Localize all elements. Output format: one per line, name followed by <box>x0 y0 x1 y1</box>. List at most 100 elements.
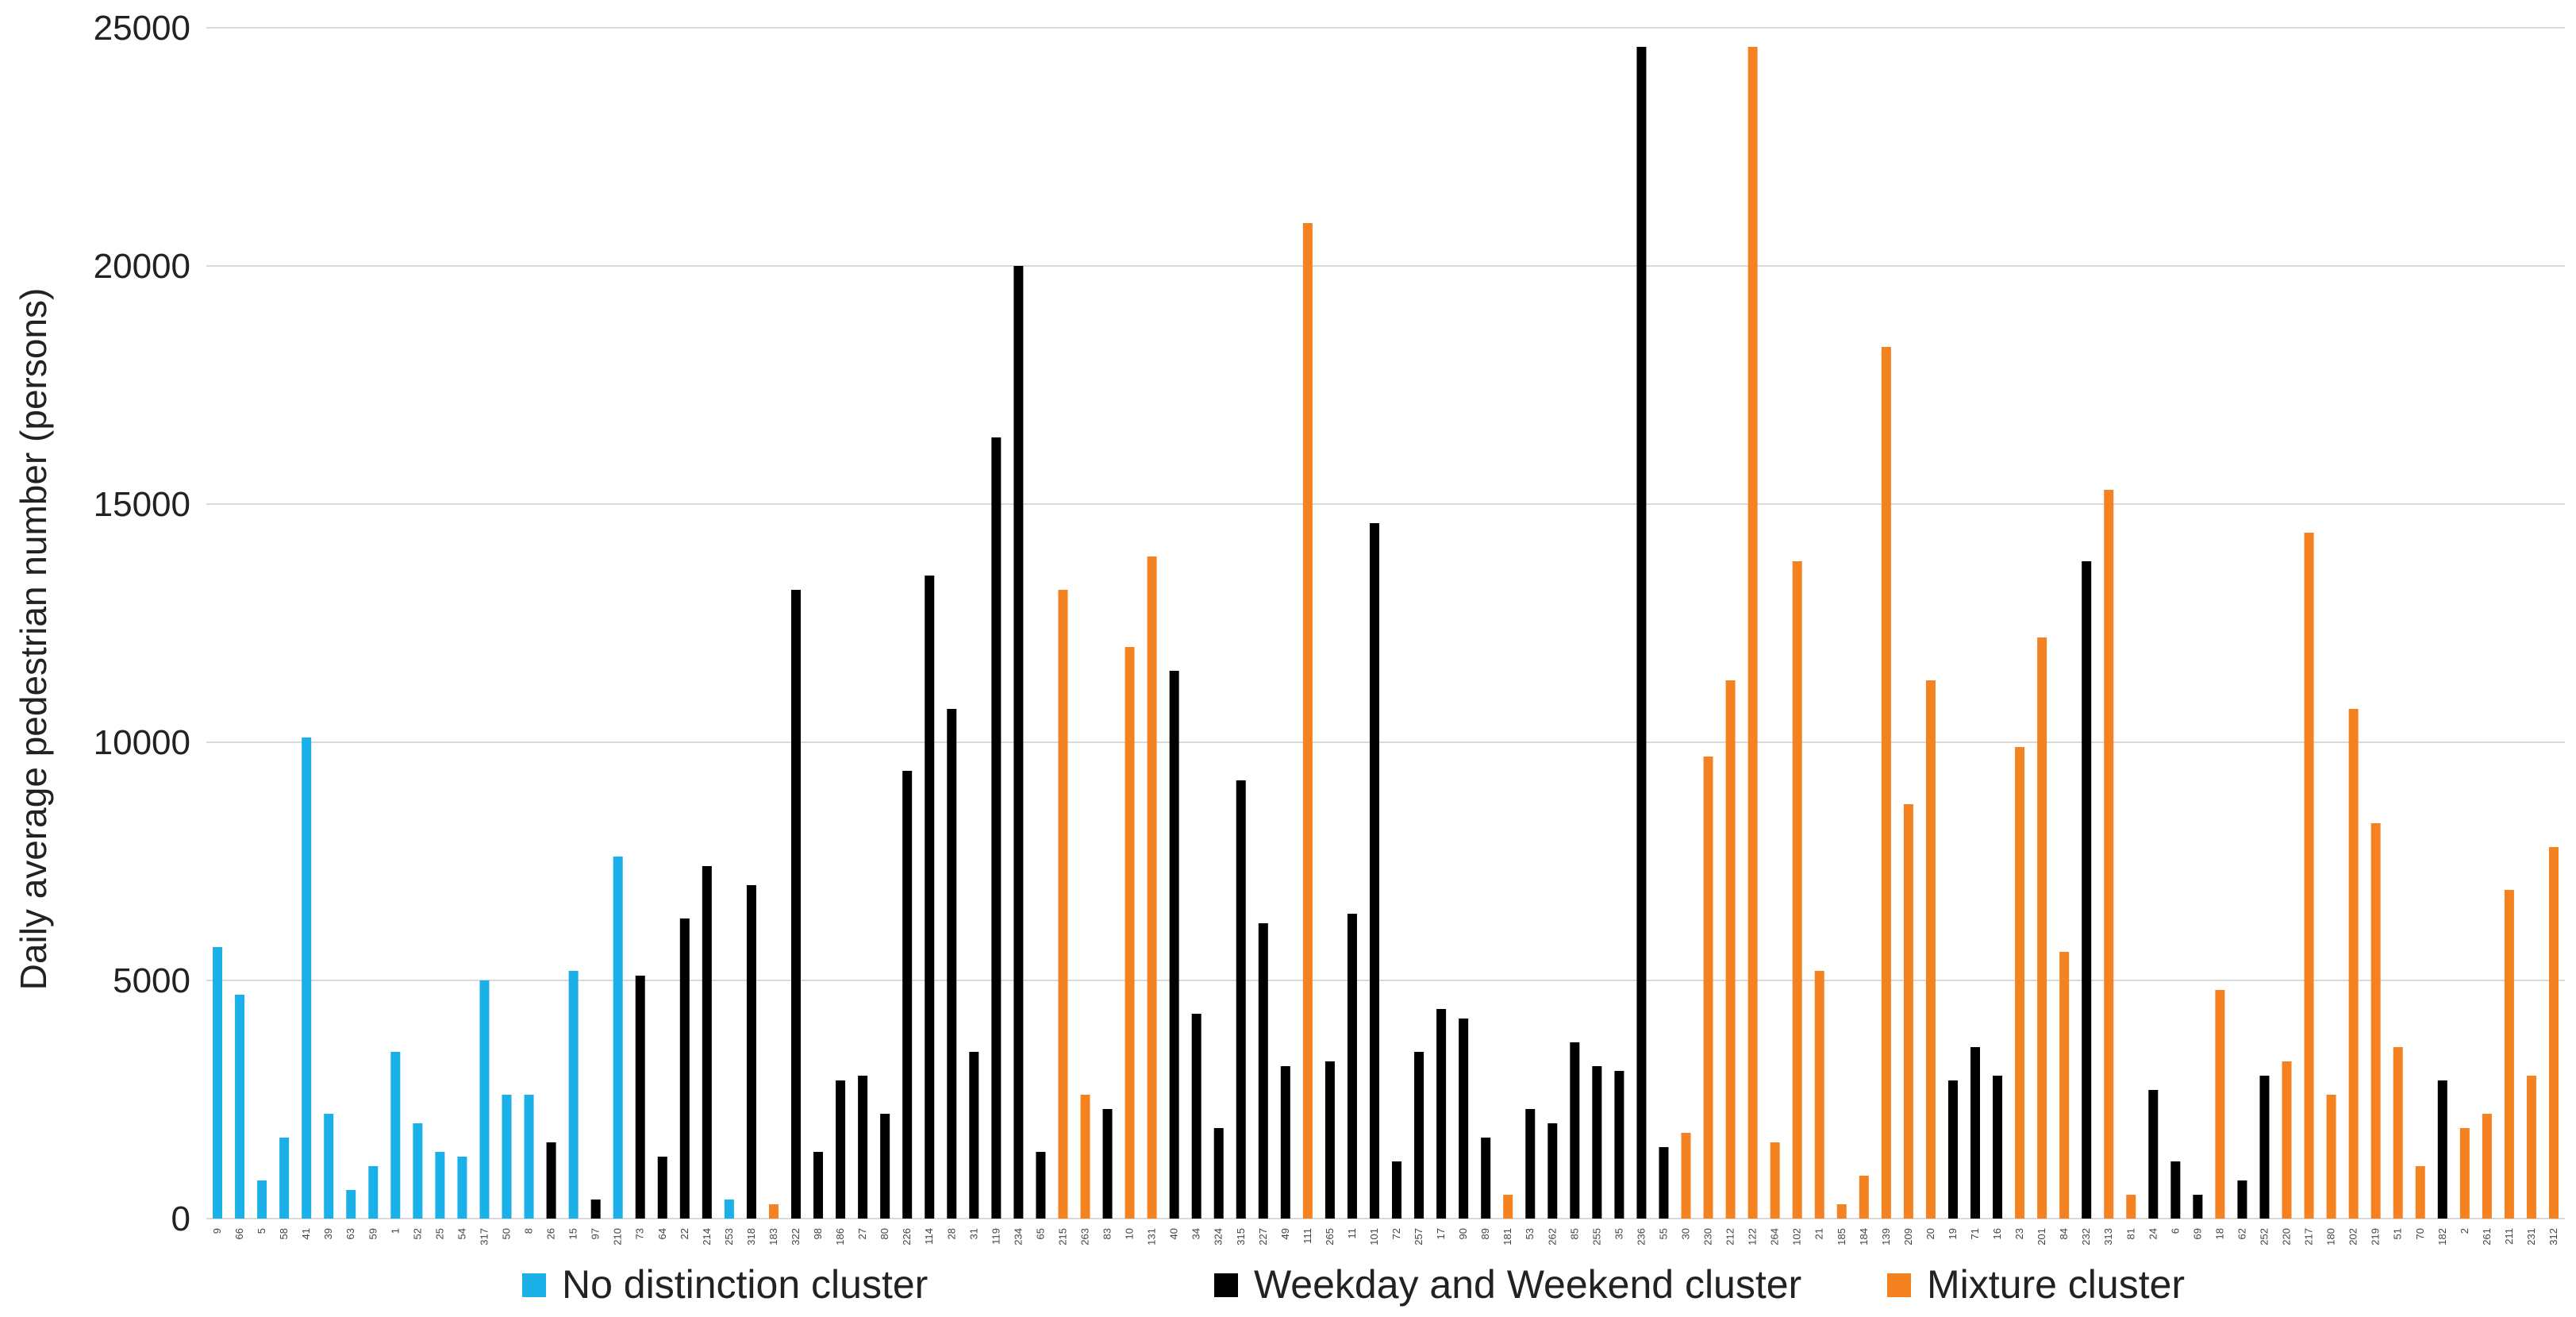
x-tick-label: 62 <box>2236 1228 2247 1239</box>
x-tick-label: 23 <box>2013 1228 2025 1239</box>
bar <box>1903 804 1913 1219</box>
bar <box>2082 561 2092 1219</box>
y-tick-label: 5000 <box>113 961 190 1000</box>
bar <box>2259 1076 2270 1219</box>
x-tick-label: 312 <box>2547 1228 2559 1246</box>
bar <box>435 1152 445 1219</box>
x-tick-label: 209 <box>1902 1228 1914 1246</box>
bar <box>2215 990 2225 1219</box>
bar <box>1236 780 1246 1219</box>
x-tick-label: 264 <box>1769 1228 1781 1246</box>
bar <box>702 866 712 1219</box>
bar <box>502 1095 512 1219</box>
x-tick-label: 19 <box>1947 1228 1959 1239</box>
bar <box>991 437 1002 1219</box>
x-tick-label: 226 <box>901 1228 913 1246</box>
x-tick-label: 131 <box>1146 1228 1158 1246</box>
x-tick-label: 183 <box>767 1228 779 1246</box>
bar <box>724 1200 734 1219</box>
x-tick-label: 231 <box>2525 1228 2537 1246</box>
bar <box>1347 914 1357 1219</box>
y-tick-label: 15000 <box>94 485 190 524</box>
bar <box>746 885 756 1219</box>
x-tick-label: 90 <box>1457 1228 1469 1239</box>
x-tick-label: 201 <box>2036 1228 2047 1246</box>
y-tick-label: 0 <box>171 1200 190 1238</box>
x-tick-label: 71 <box>1969 1228 1981 1239</box>
bar <box>213 947 223 1219</box>
bar <box>2282 1061 2292 1219</box>
bar <box>1836 1204 1847 1219</box>
bar <box>1325 1061 1335 1219</box>
x-tick-label: 16 <box>1991 1228 2003 1239</box>
bar <box>1592 1066 1602 1219</box>
x-tick-label: 257 <box>1413 1228 1424 1246</box>
x-tick-label: 219 <box>2370 1228 2382 1246</box>
x-tick-label: 139 <box>1880 1228 1892 1246</box>
bar <box>2170 1161 2181 1219</box>
x-tick-label: 52 <box>411 1228 423 1239</box>
x-tick-label: 49 <box>1279 1228 1291 1239</box>
x-tick-label: 122 <box>1747 1228 1759 1246</box>
bar <box>1036 1152 1046 1219</box>
bar <box>613 857 623 1219</box>
x-tick-label: 21 <box>1813 1228 1825 1239</box>
bar <box>2148 1090 2159 1219</box>
x-tick-label: 227 <box>1257 1228 1269 1246</box>
bar <box>1614 1071 1624 1219</box>
x-tick-label: 73 <box>634 1228 646 1239</box>
x-tick-label: 65 <box>1034 1228 1046 1239</box>
x-tick-label: 6 <box>2169 1228 2181 1234</box>
bar <box>1013 266 1024 1219</box>
x-tick-label: 212 <box>1724 1228 1736 1246</box>
x-tick-label: 63 <box>344 1228 356 1239</box>
x-tick-label: 55 <box>1657 1228 1669 1239</box>
x-tick-label: 15 <box>567 1228 579 1239</box>
x-tick-label: 51 <box>2392 1228 2404 1239</box>
bar <box>546 1142 556 1219</box>
x-tick-label: 11 <box>1346 1228 1358 1239</box>
bar <box>2037 637 2047 1219</box>
bar <box>1302 223 1313 1219</box>
x-tick-label: 184 <box>1858 1228 1870 1246</box>
x-tick-label: 186 <box>834 1228 846 1246</box>
x-tick-label: 182 <box>2436 1228 2448 1246</box>
bar <box>1881 347 1891 1219</box>
y-tick-label: 10000 <box>94 723 190 762</box>
y-axis-label: Daily average pedestrian number (persons… <box>13 288 54 991</box>
bar <box>1058 590 1068 1219</box>
x-tick-label: 322 <box>790 1228 802 1246</box>
bar <box>1703 757 1713 1219</box>
x-tick-label: 253 <box>723 1228 735 1246</box>
bar <box>768 1204 779 1219</box>
x-tick-label: 252 <box>2258 1228 2270 1246</box>
bar <box>302 737 312 1219</box>
x-tick-label: 22 <box>679 1228 690 1239</box>
x-tick-label: 53 <box>1524 1228 1536 1239</box>
x-tick-label: 34 <box>1190 1228 1202 1239</box>
bar <box>2126 1195 2136 1219</box>
bar <box>324 1114 334 1219</box>
bar <box>902 771 913 1219</box>
bar <box>2437 1080 2447 1219</box>
x-tick-label: 54 <box>456 1228 467 1239</box>
x-tick-label: 234 <box>1012 1228 1024 1246</box>
x-tick-label: 85 <box>1568 1228 1580 1239</box>
bar <box>925 576 935 1219</box>
bar <box>1392 1161 1402 1219</box>
bar <box>1125 647 1135 1219</box>
bar <box>1925 680 1936 1219</box>
x-tick-label: 263 <box>1078 1228 1090 1246</box>
x-tick-label: 50 <box>501 1228 513 1239</box>
x-tick-label: 236 <box>1635 1228 1647 1246</box>
legend: No distinction cluster Weekday and Weeken… <box>522 1262 2185 1307</box>
legend-label: Mixture cluster <box>1927 1262 2185 1307</box>
x-tick-label: 214 <box>701 1228 713 1246</box>
bar <box>2193 1195 2203 1219</box>
bar <box>2059 952 2070 1219</box>
bar <box>1525 1109 1536 1219</box>
bar <box>1792 561 1802 1219</box>
gridlines <box>206 27 2565 1219</box>
legend-label: Weekday and Weekend cluster <box>1254 1262 1801 1307</box>
